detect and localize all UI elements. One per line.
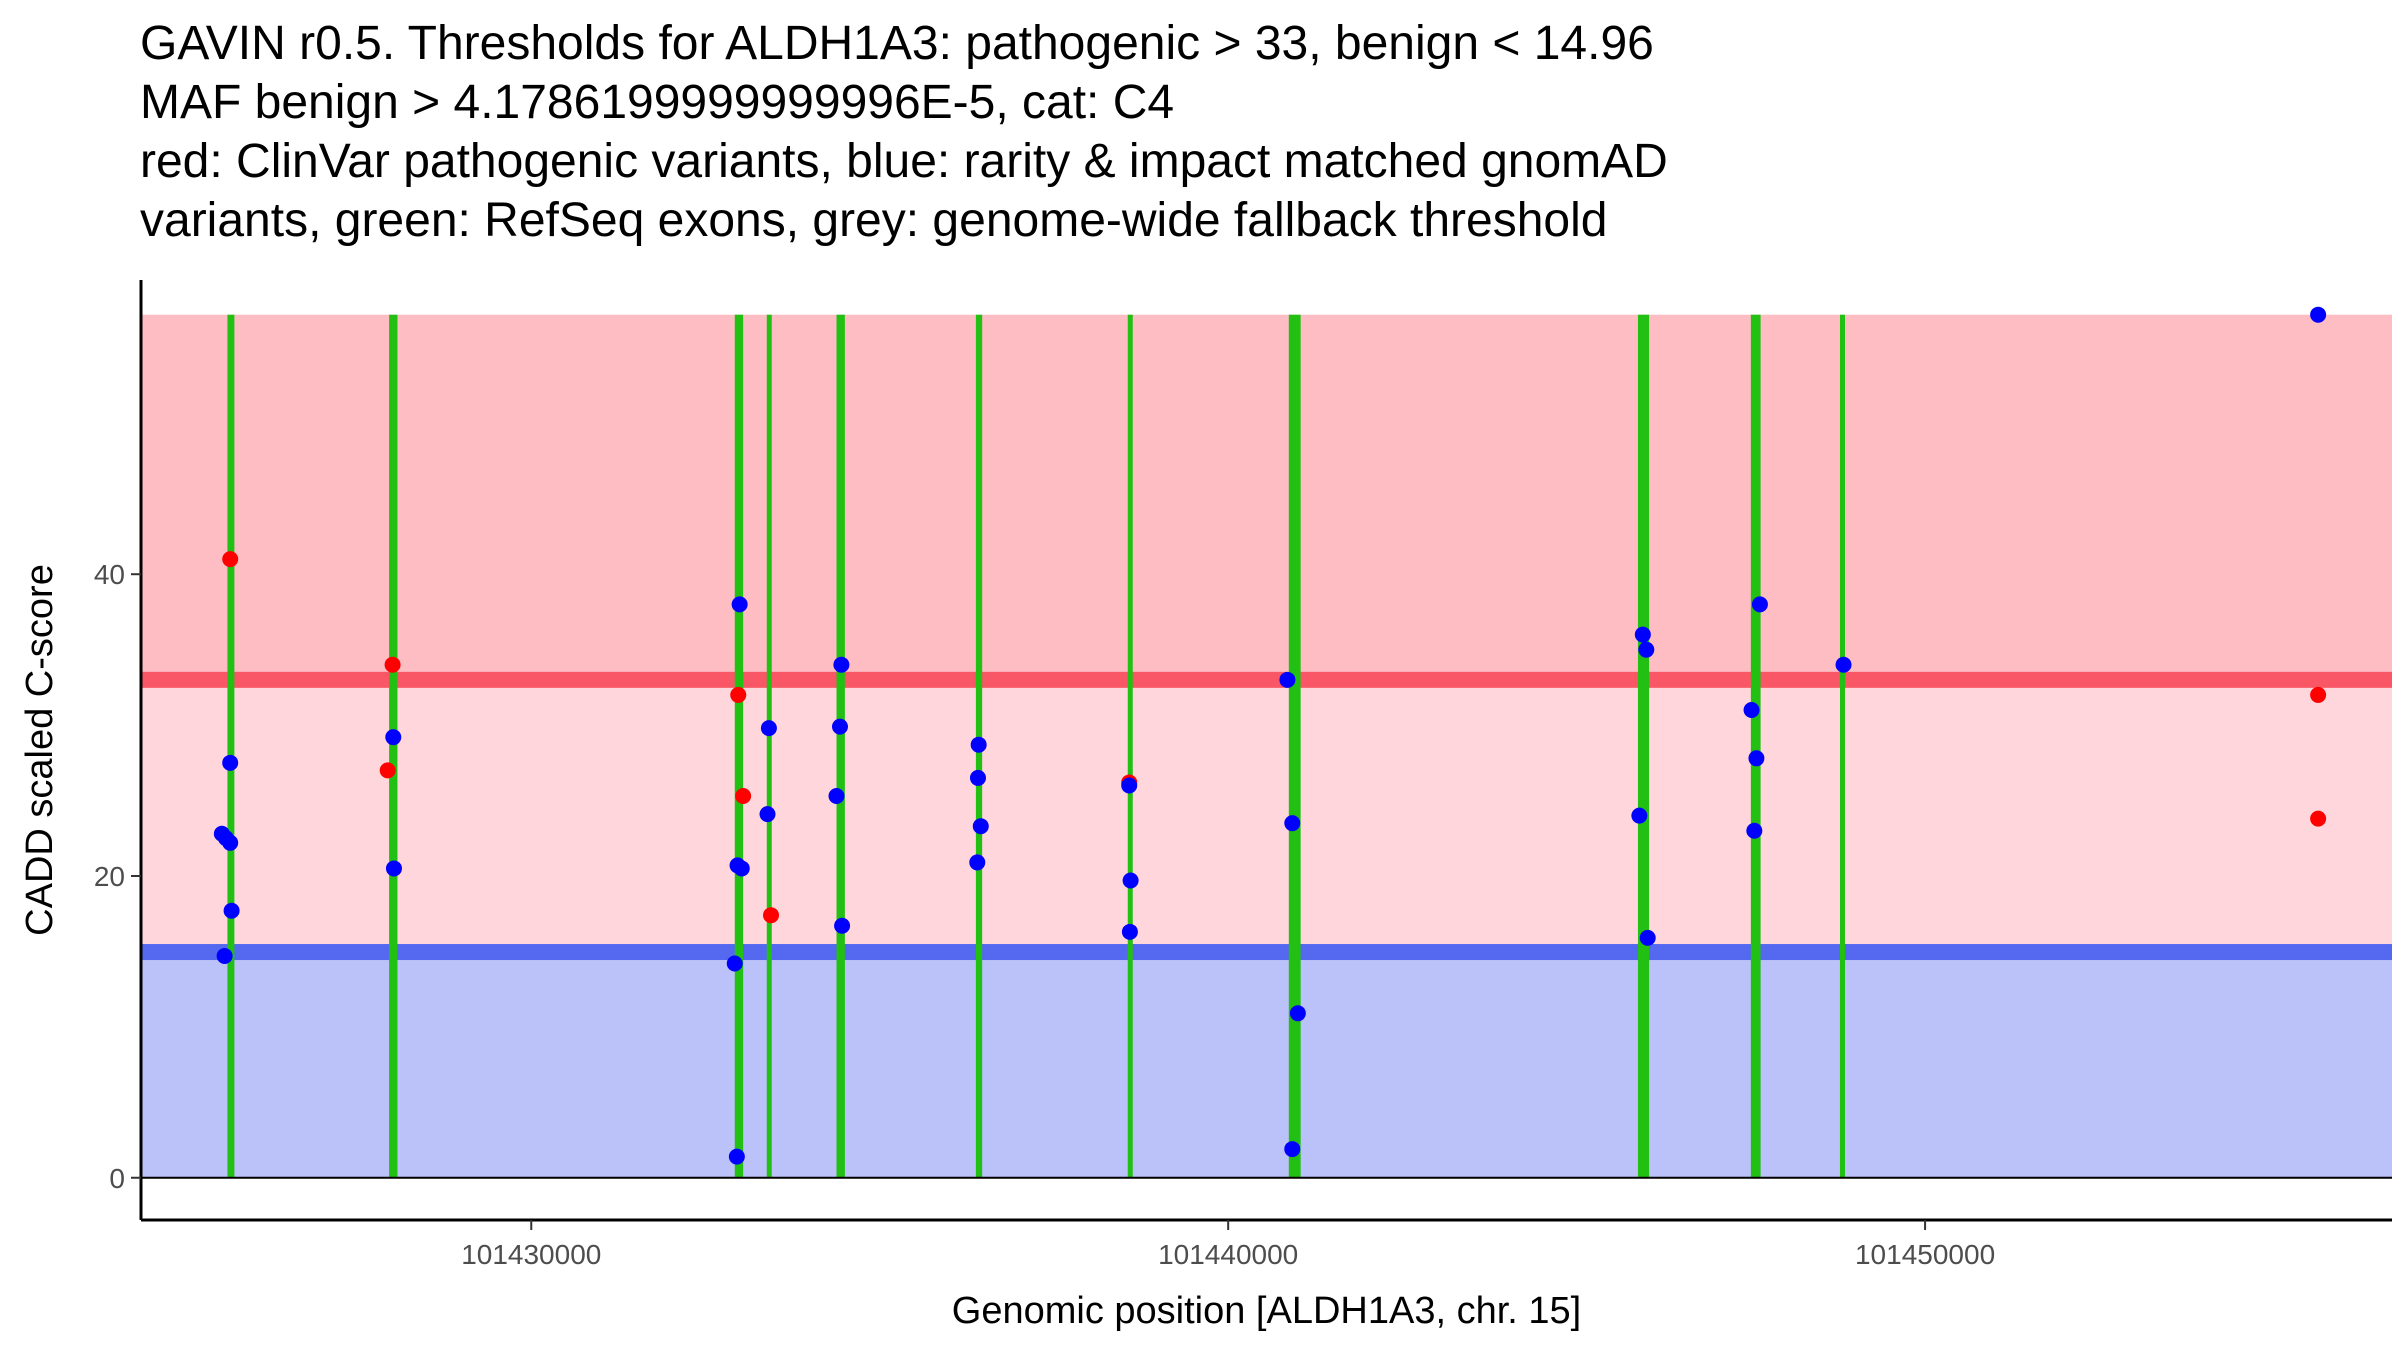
variant-points: [213, 306, 2327, 1165]
clinvar-pathogenic-point: [379, 762, 396, 779]
clinvar-pathogenic-point: [2310, 686, 2327, 703]
x-tick-label: 101440000: [1158, 1239, 1298, 1270]
x-axis-title: Genomic position [ALDH1A3, chr. 15]: [952, 1290, 1581, 1332]
y-axis-title: CADD scaled C-score: [19, 564, 61, 936]
gnomad-variant-point: [1743, 702, 1760, 719]
title-line-3: red: ClinVar pathogenic variants, blue: …: [140, 135, 1668, 188]
gnomad-variant-point: [733, 860, 750, 877]
benign-region: [141, 952, 2392, 1178]
gnomad-variant-point: [1122, 872, 1139, 889]
axis-ticks: 101430000 101440000 101450000 0 20 40: [94, 559, 1995, 1270]
exon-bar: [1127, 314, 1133, 1178]
exon-bar: [836, 314, 845, 1178]
gnomad-variant-point: [969, 854, 986, 871]
exon-bar: [227, 314, 235, 1178]
y-tick-label: 40: [94, 559, 125, 590]
gnomad-variant-point: [2310, 306, 2327, 323]
x-tick-label: 101450000: [1855, 1239, 1995, 1270]
exon-bar: [1288, 314, 1301, 1178]
gnomad-variant-point: [969, 769, 986, 786]
chart-title: GAVIN r0.5. Thresholds for ALDH1A3: path…: [140, 14, 2380, 250]
gnomad-variant-point: [1634, 626, 1651, 643]
clinvar-pathogenic-point: [735, 788, 752, 805]
gnomad-variant-point: [222, 834, 239, 851]
gnomad-variant-point: [1284, 1141, 1301, 1158]
exon-bar: [734, 314, 744, 1178]
gnomad-variant-point: [831, 718, 848, 735]
benign-threshold-line: [141, 944, 2392, 961]
gnomad-variant-point: [1121, 777, 1138, 794]
gnomad-variant-point: [1279, 671, 1296, 688]
gnomad-variant-point: [1638, 641, 1655, 658]
axes: [139, 280, 2392, 1222]
exon-bar: [1750, 314, 1761, 1178]
exon-bar: [1637, 314, 1650, 1178]
y-tick-label: 0: [109, 1163, 125, 1194]
exon-bar: [1839, 314, 1845, 1178]
threshold-regions: [141, 314, 2392, 1178]
y-tick-label: 20: [94, 861, 125, 892]
gnomad-variant-point: [759, 806, 776, 823]
gnomad-variant-point: [1746, 822, 1763, 839]
gnomad-variant-point: [1289, 1005, 1306, 1022]
pathogenic-region: [141, 314, 2392, 680]
exon-bar: [766, 314, 772, 1178]
title-line-2: MAF benign > 4.1786199999999996E-5, cat:…: [140, 76, 1175, 129]
gnomad-variant-point: [972, 818, 989, 835]
gnomad-variant-point: [731, 596, 748, 613]
exon-bars: [141, 314, 2392, 1179]
gnomad-variant-point: [385, 729, 402, 746]
gnomad-variant-point: [385, 860, 402, 877]
gnomad-variant-point: [1284, 815, 1301, 832]
gnomad-variant-point: [216, 947, 233, 964]
threshold-lines: [141, 671, 2392, 961]
clinvar-pathogenic-point: [384, 656, 401, 673]
clinvar-pathogenic-point: [730, 686, 747, 703]
gnomad-variant-point: [1121, 923, 1138, 940]
x-tick-label: 101430000: [461, 1239, 601, 1270]
gnomad-variant-point: [1751, 596, 1768, 613]
gnomad-variant-point: [1748, 750, 1765, 767]
gnomad-variant-point: [1631, 807, 1648, 824]
clinvar-pathogenic-point: [2310, 810, 2327, 827]
gnomad-variant-point: [833, 656, 850, 673]
gnomad-variant-point: [223, 902, 240, 919]
gnomad-variant-point: [222, 754, 239, 771]
gnomad-variant-point: [1639, 929, 1656, 946]
pathogenic-threshold-line: [141, 671, 2392, 688]
gnomad-variant-point: [834, 917, 851, 934]
clinvar-pathogenic-point: [222, 551, 239, 568]
title-line-4: variants, green: RefSeq exons, grey: gen…: [140, 194, 1608, 247]
clinvar-pathogenic-point: [763, 907, 780, 924]
title-line-1: GAVIN r0.5. Thresholds for ALDH1A3: path…: [140, 17, 1654, 70]
gnomad-variant-point: [1835, 656, 1852, 673]
exon-bar: [389, 314, 398, 1178]
gnomad-variant-point: [760, 720, 777, 737]
uncertain-region: [141, 679, 2392, 953]
gnomad-variant-point: [828, 788, 845, 805]
gnomad-variant-point: [970, 736, 987, 753]
gnomad-variant-point: [728, 1148, 745, 1165]
gnomad-variant-point: [726, 955, 743, 972]
